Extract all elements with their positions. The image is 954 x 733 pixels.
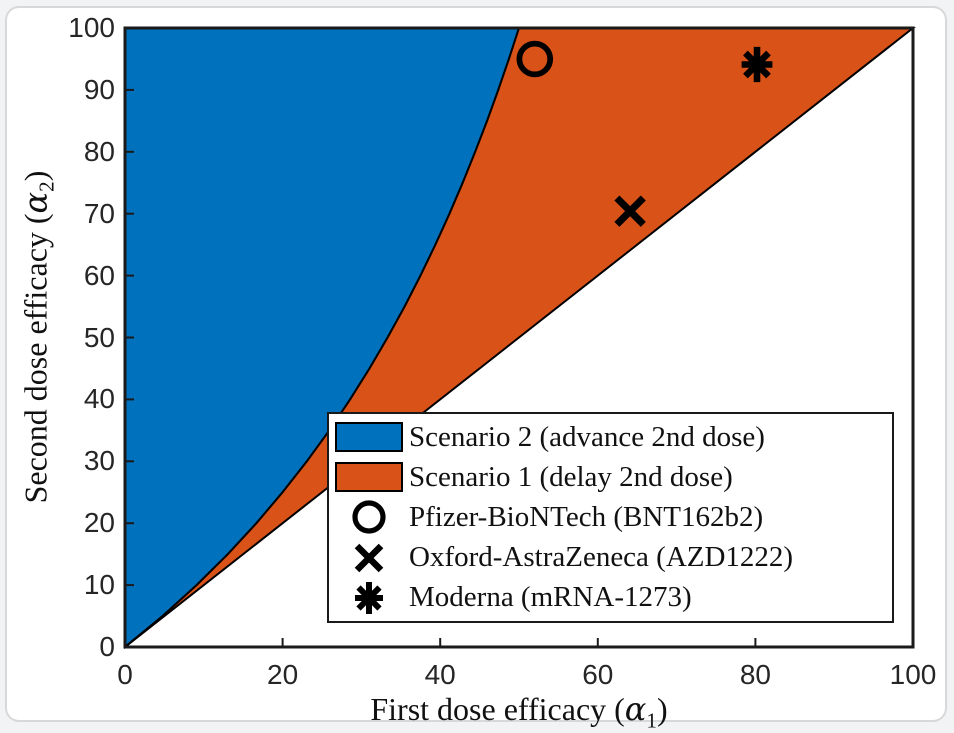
marker-oxford bbox=[614, 195, 646, 227]
legend-swatch-scenario2 bbox=[335, 422, 403, 453]
legend-moderna-asterisk-icon bbox=[355, 581, 383, 614]
legend-marker-cell bbox=[329, 538, 409, 578]
marker-moderna bbox=[741, 46, 773, 83]
legend-oxford-x-icon bbox=[354, 543, 384, 572]
legend-marker-cell bbox=[329, 422, 409, 453]
legend-marker-glyph-oxford bbox=[354, 543, 384, 572]
legend-label-scenario2: Scenario 2 (advance 2nd dose) bbox=[409, 420, 765, 453]
legend-label-moderna: Moderna (mRNA-1273) bbox=[409, 581, 692, 614]
legend-marker-glyph-moderna bbox=[355, 581, 383, 614]
legend-item-oxford: Oxford-AstraZeneca (AZD1222) bbox=[329, 539, 892, 577]
legend-marker-glyph-pfizer bbox=[352, 500, 386, 535]
marker-pfizer bbox=[516, 40, 554, 78]
legend-label-oxford: Oxford-AstraZeneca (AZD1222) bbox=[409, 541, 794, 574]
legend-pfizer-circle-icon bbox=[352, 500, 386, 535]
legend-swatch-scenario1 bbox=[335, 462, 403, 493]
legend-marker-cell bbox=[329, 462, 409, 493]
region-scenario-1 bbox=[124, 27, 916, 648]
legend-item-moderna: Moderna (mRNA-1273) bbox=[329, 579, 892, 617]
legend-item-scenario1: Scenario 1 (delay 2nd dose) bbox=[329, 458, 892, 496]
legend-marker-cell bbox=[329, 497, 409, 537]
legend: Scenario 2 (advance 2nd dose) Scenario 1 … bbox=[327, 412, 894, 623]
legend-label-pfizer: Pfizer-BioNTech (BNT162b2) bbox=[409, 500, 764, 533]
legend-item-pfizer: Pfizer-BioNTech (BNT162b2) bbox=[329, 498, 892, 536]
legend-marker-cell bbox=[329, 578, 409, 618]
legend-item-scenario2: Scenario 2 (advance 2nd dose) bbox=[329, 418, 892, 456]
legend-label-scenario1: Scenario 1 (delay 2nd dose) bbox=[409, 460, 733, 493]
